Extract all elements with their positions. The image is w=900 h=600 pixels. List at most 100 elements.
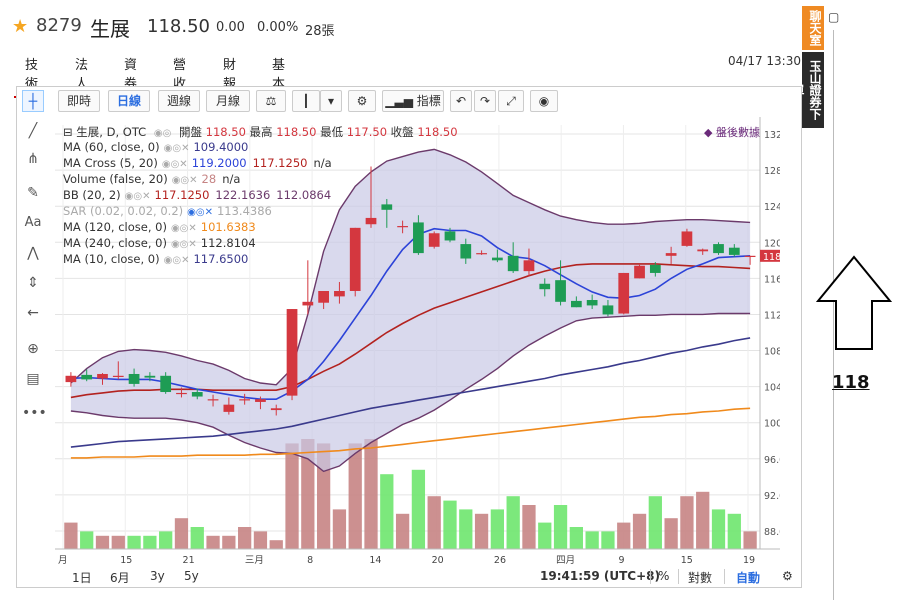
divider <box>650 569 651 584</box>
y-tick-label: 96.00 <box>764 455 780 466</box>
camera-icon[interactable]: ◉ <box>530 90 558 112</box>
daily-button[interactable]: 日線 <box>108 90 150 112</box>
macross-value-3: n/a <box>313 156 332 170</box>
volume-bar <box>143 535 157 549</box>
chart-bottom-bar: 1日 6月 3y 5y 19:41:59 (UTC+8) % 對數 自動 ⚙ <box>58 567 800 587</box>
crosshair-icon[interactable]: ┼ <box>22 90 44 112</box>
candle-body <box>634 265 645 279</box>
divider <box>833 30 834 600</box>
ruler-icon[interactable]: ▤ <box>26 371 40 387</box>
legend-controls-icon[interactable]: ◉◎✕ <box>161 159 188 170</box>
intraday-button[interactable]: 即時 <box>58 90 100 112</box>
gear-icon[interactable]: ⚙ <box>348 90 376 112</box>
log-toggle[interactable]: 對數 <box>688 571 713 585</box>
volume-label: Volume (false, 20) <box>63 172 168 186</box>
pattern-icon[interactable]: ⋀ <box>27 245 39 261</box>
legend-ma120: MA (120, close, 0) ◉◎✕ 101.6383 <box>63 220 262 236</box>
volume-bar <box>617 522 631 549</box>
gear-icon[interactable]: ⚙ <box>782 569 793 583</box>
legend-ma60: MA (60, close, 0) ◉◎✕ 109.4000 <box>63 140 254 156</box>
volume-bar <box>206 535 220 549</box>
volume-bar <box>664 518 678 549</box>
candle-body <box>286 309 298 396</box>
compare-scale-icon[interactable]: ⚖ <box>256 90 286 112</box>
range-3y[interactable]: 3y <box>150 569 165 583</box>
trendline-icon[interactable]: ╱ <box>28 123 38 139</box>
favorite-star-icon[interactable]: ★ <box>12 16 29 37</box>
x-tick-label: 21 <box>183 555 195 566</box>
bb-value-3: 112.0864 <box>276 188 332 202</box>
auto-scale-toggle[interactable]: 自動 <box>736 571 761 585</box>
volume-bar <box>332 509 347 549</box>
monthly-button[interactable]: 月線 <box>206 90 250 112</box>
candle-body <box>381 204 393 210</box>
more-icon[interactable]: ••• <box>22 405 47 421</box>
collapse-icon[interactable]: ⊟ <box>63 125 73 139</box>
fork-icon[interactable]: ⋔ <box>27 151 39 167</box>
volume-bar <box>538 522 552 549</box>
range-5y[interactable]: 5y <box>184 569 199 583</box>
measure-icon[interactable]: ⇕ <box>27 275 39 291</box>
volume-bar <box>127 535 141 549</box>
volume-bar <box>174 518 189 549</box>
indicators-button[interactable]: ▁▃▅ 指標 <box>382 90 444 112</box>
legend-controls-icon[interactable]: ◉◎✕ <box>163 143 190 154</box>
arrow-left-icon[interactable]: ← <box>27 305 39 321</box>
candle-body <box>492 257 503 261</box>
high-label: 最高 <box>249 125 273 139</box>
candle-body <box>555 280 566 302</box>
range-6m[interactable]: 6月 <box>110 571 130 585</box>
legend-controls-icon[interactable]: ◉◎ <box>153 128 172 139</box>
text-tool-icon[interactable]: Aa <box>24 215 42 230</box>
redo-icon[interactable]: ↷ <box>474 90 496 112</box>
volume-bar <box>427 496 441 549</box>
candle-body <box>239 399 251 401</box>
candle-body <box>191 392 203 397</box>
legend-macross: MA Cross (5, 20) ◉◎✕ 119.2000 117.1250 n/a <box>63 156 338 172</box>
legend-controls-icon[interactable]: ◉◎✕ <box>170 223 197 234</box>
x-tick-label: 15 <box>681 555 693 566</box>
ma120-label: MA (120, close, 0) <box>63 220 167 234</box>
volume-bar <box>632 513 647 549</box>
x-tick-label: 8 <box>307 555 313 566</box>
y-tick-label: 100.00 <box>764 419 780 430</box>
candle-body <box>318 290 329 303</box>
after-hours-link[interactable]: ◆ 盤後數據 <box>704 126 760 139</box>
divider <box>678 569 679 584</box>
legend-controls-icon[interactable]: ◉◎✕ <box>124 191 151 202</box>
candle-type-icon[interactable]: ┃ <box>292 90 320 112</box>
volume-bar <box>222 535 236 549</box>
candle-body <box>728 247 740 255</box>
legend-controls-icon[interactable]: ◉◎✕ <box>163 255 190 266</box>
last-price-tag <box>760 249 780 262</box>
candle-body <box>428 233 440 247</box>
y-tick-label: 124.00 <box>764 202 780 213</box>
brush-icon[interactable]: ✎ <box>27 185 39 201</box>
candle-body <box>681 231 693 246</box>
volume-bar <box>522 505 536 549</box>
ma120-value: 101.6383 <box>200 220 256 234</box>
range-1d[interactable]: 1日 <box>72 571 92 585</box>
stock-price: 118.50 <box>147 16 210 37</box>
weekly-button[interactable]: 週線 <box>158 90 200 112</box>
legend-controls-icon[interactable]: ◉◎✕ <box>171 175 198 186</box>
legend-controls-icon[interactable]: ◉◎✕ <box>170 239 197 250</box>
percent-toggle[interactable]: % <box>658 569 670 583</box>
sar-value: 113.4386 <box>216 204 272 218</box>
legend-controls-icon[interactable]: ◉◎✕ <box>187 207 213 218</box>
volume-bar <box>411 469 426 549</box>
bar-chart-icon: ▁▃▅ <box>385 94 417 108</box>
fullscreen-icon[interactable]: ⤢ <box>498 90 524 112</box>
window-icon[interactable]: ▢ <box>828 10 840 24</box>
y-tick-label: 116.00 <box>764 274 780 285</box>
chevron-down-icon[interactable]: ▾ <box>320 90 342 112</box>
price-chart[interactable]: 132.00 128.00 124.00 120.00 116.00 112.00 108.… <box>55 117 780 567</box>
broker-order-button[interactable]: 玉山證券下單 <box>791 52 824 128</box>
candle-body <box>413 222 424 254</box>
legend-ma10: MA (10, close, 0) ◉◎✕ 117.6500 <box>63 252 254 268</box>
chat-room-button[interactable]: 聊天室 <box>802 6 824 50</box>
legend-sar: SAR (0.02, 0.02, 0.2) ◉◎✕ 113.4386 <box>63 204 278 220</box>
candle-body <box>334 290 345 297</box>
undo-icon[interactable]: ↶ <box>450 90 472 112</box>
zoom-in-icon[interactable]: ⊕ <box>27 341 39 357</box>
